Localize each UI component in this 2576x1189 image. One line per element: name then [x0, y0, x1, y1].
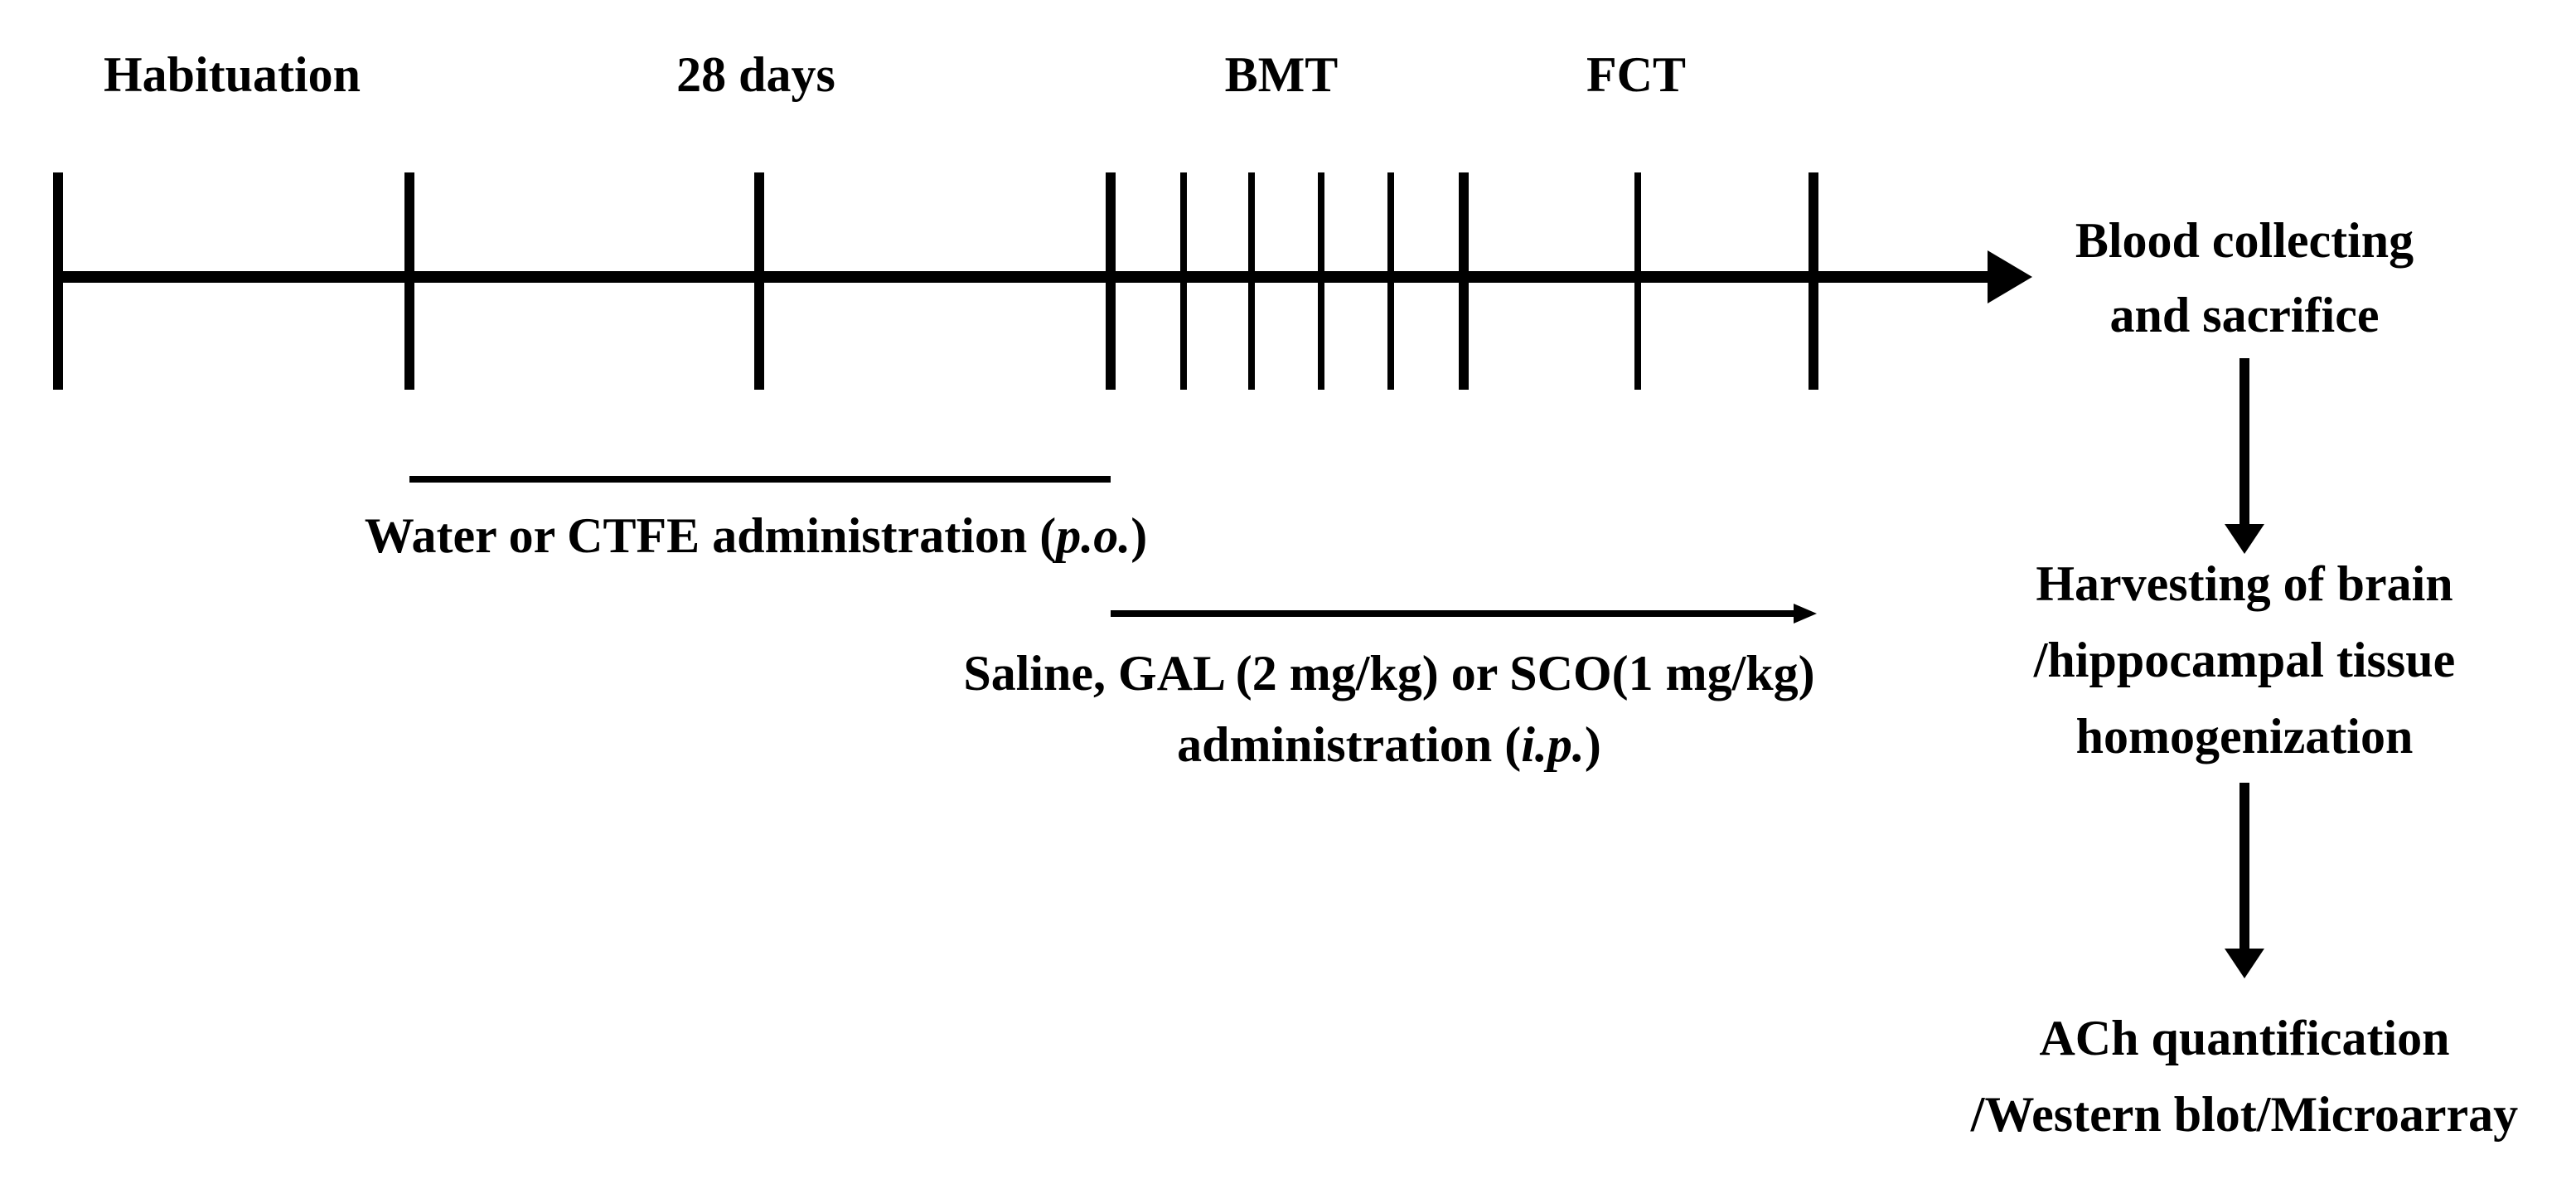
timeline-arrowhead	[1988, 250, 2032, 303]
ip-administration-label-line1: Saline, GAL (2 mg/kg) or SCO(1 mg/kg)	[963, 646, 1814, 701]
step-harvest-line3: homogenization	[2076, 709, 2414, 764]
flow-arrow-2	[2225, 783, 2264, 978]
timeline-ticks	[53, 172, 1818, 390]
step-harvest-line2: /hippocampal tissue	[2033, 633, 2455, 687]
ip-administration-arrow	[1111, 604, 1817, 624]
oral-administration-label: Water or CTFE administration (p.o.)	[365, 508, 1147, 563]
step-analysis-line1: ACh quantification	[2039, 1011, 2449, 1065]
flow-arrow-2-head	[2225, 949, 2264, 978]
timeline-axis	[58, 250, 2032, 303]
label-28-days: 28 days	[676, 47, 835, 102]
label-fct: FCT	[1586, 47, 1686, 102]
step-analysis-line2: /Western blot/Microarray	[1970, 1087, 2518, 1142]
label-habituation: Habituation	[104, 47, 361, 102]
flow-arrow-1-head	[2225, 524, 2264, 554]
label-bmt: BMT	[1225, 47, 1339, 102]
ip-administration-label-line2: administration (i.p.)	[1177, 717, 1601, 772]
step-blood-line2: and sacrifice	[2110, 288, 2380, 342]
step-blood-line1: Blood collecting	[2075, 213, 2414, 268]
step-harvest-line1: Harvesting of brain	[2036, 556, 2453, 611]
flow-arrow-1	[2225, 358, 2264, 554]
ip-administration-arrowhead	[1794, 604, 1817, 624]
